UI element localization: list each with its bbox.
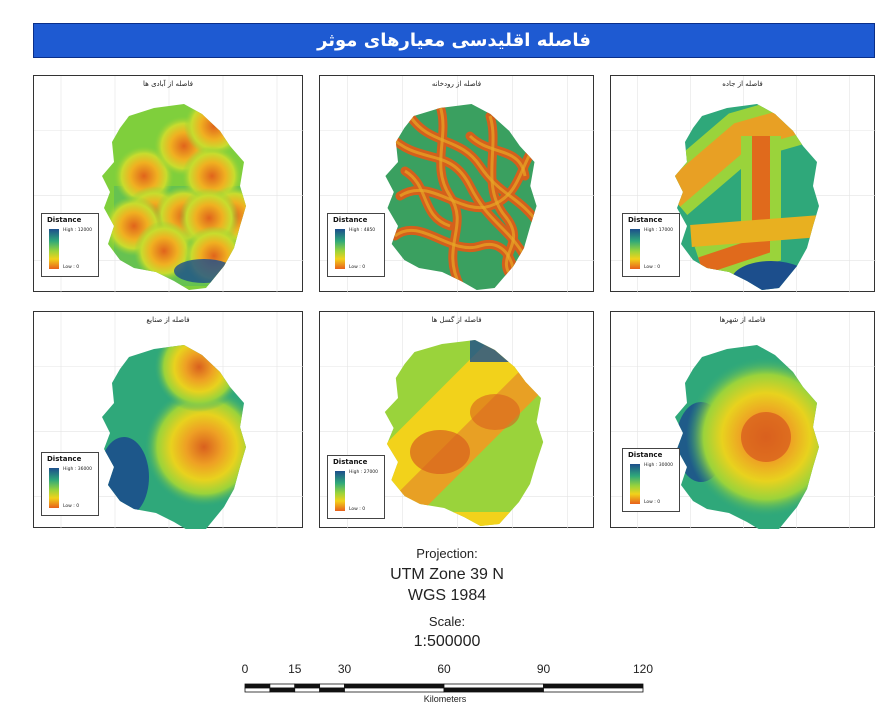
scale-value: 1:500000 bbox=[413, 633, 481, 650]
map-cities bbox=[611, 312, 876, 529]
legend-low: Low : 0 bbox=[63, 265, 80, 270]
map-panel-cities: فاصله از شهرها Distance High : 30000 Low… bbox=[610, 311, 876, 529]
map-title: فاصله اقلیدسی معیارهای موثر bbox=[317, 30, 591, 51]
scale-bar-segment bbox=[344, 683, 445, 689]
legend-low: Low : 0 bbox=[349, 507, 366, 512]
legend-high: High : 36000 bbox=[63, 467, 93, 472]
color-ramp bbox=[630, 229, 640, 269]
map-panel-roads: فاصله از جاده Distance High : 17000 Low … bbox=[610, 75, 876, 293]
scale-bar-segment bbox=[543, 687, 644, 693]
color-ramp bbox=[630, 464, 640, 504]
scale-bar-segment bbox=[443, 683, 544, 689]
scale-bar-segment bbox=[244, 683, 271, 689]
scale-tick-label: 90 bbox=[536, 662, 551, 676]
panel-title: فاصله از گسل ها bbox=[431, 316, 482, 324]
legend-high: High : 12000 bbox=[63, 228, 93, 233]
projection-zone: UTM Zone 39 N bbox=[390, 566, 504, 583]
distance-raster bbox=[385, 104, 537, 290]
legend-low: Low : 0 bbox=[349, 265, 366, 270]
scale-tick-label: 30 bbox=[337, 662, 352, 676]
distance-raster bbox=[102, 345, 246, 529]
legend-high: High : 4850 bbox=[349, 228, 376, 233]
color-ramp bbox=[335, 471, 345, 511]
legend-title: Distance bbox=[47, 455, 82, 463]
projection-datum: WGS 1984 bbox=[407, 587, 487, 604]
scale-bar-segment bbox=[319, 683, 345, 689]
scale-bar-segments bbox=[244, 683, 644, 693]
scale-bar-segment bbox=[543, 683, 644, 689]
map-panel-faults: فاصله از گسل ها Distance High : 27000 Lo… bbox=[319, 311, 595, 529]
scale-tick-label: 120 bbox=[632, 662, 654, 676]
color-ramp bbox=[49, 229, 59, 269]
legend-title: Distance bbox=[47, 216, 82, 224]
scale-bar-graphic bbox=[244, 683, 644, 693]
map-faults bbox=[320, 312, 595, 529]
legend: Distance High : 4850 Low : 0 bbox=[327, 213, 385, 277]
legend: Distance High : 30000 Low : 0 bbox=[622, 448, 680, 512]
panel-title: فاصله از جاده bbox=[722, 80, 763, 88]
legend-title: Distance bbox=[628, 451, 663, 459]
scale-bar: Kilometers 0 15 30 60 90 120 bbox=[240, 662, 660, 704]
legend-title: Distance bbox=[628, 216, 663, 224]
scale-bar-segment bbox=[294, 687, 321, 693]
legend-low: Low : 0 bbox=[644, 265, 661, 270]
legend-high: High : 27000 bbox=[349, 470, 379, 475]
scale-bar-segment bbox=[319, 687, 345, 693]
scale-bar-segment bbox=[294, 683, 321, 689]
legend-low: Low : 0 bbox=[63, 504, 80, 509]
legend: Distance High : 12000 Low : 0 bbox=[41, 213, 99, 277]
map-panel-industry: فاصله از صنایع Distance High : 36000 Low… bbox=[33, 311, 304, 529]
legend: Distance High : 17000 Low : 0 bbox=[622, 213, 680, 277]
scale-bar-segment bbox=[269, 683, 296, 689]
legend-title: Distance bbox=[333, 216, 368, 224]
scale-bar-segment bbox=[344, 687, 445, 693]
panel-title: فاصله از آبادی ها bbox=[143, 80, 193, 88]
scale-bar-segment bbox=[244, 687, 271, 693]
color-ramp bbox=[335, 229, 345, 269]
legend: Distance High : 27000 Low : 0 bbox=[327, 455, 385, 519]
scale-unit: Kilometers bbox=[423, 694, 467, 704]
panel-title: فاصله از صنایع bbox=[146, 316, 190, 324]
scale-tick-label: 0 bbox=[241, 662, 249, 676]
distance-raster bbox=[675, 345, 819, 529]
legend: Distance High : 36000 Low : 0 bbox=[41, 452, 99, 516]
map-panel-rivers: فاصله از رودخانه Distance High : 4850 Lo… bbox=[319, 75, 595, 293]
legend-high: High : 30000 bbox=[644, 463, 674, 468]
legend-low: Low : 0 bbox=[644, 500, 661, 505]
map-rivers bbox=[320, 76, 595, 293]
panel-title: فاصله از رودخانه bbox=[431, 80, 482, 88]
scale-bar-segment bbox=[443, 687, 544, 693]
legend-title: Distance bbox=[333, 458, 368, 466]
title-banner: فاصله اقلیدسی معیارهای موثر bbox=[33, 23, 875, 58]
scale-tick-label: 15 bbox=[288, 662, 302, 676]
color-ramp bbox=[49, 468, 59, 508]
scale-label: Scale: bbox=[428, 614, 466, 629]
map-villages bbox=[34, 76, 304, 293]
scale-tick-label: 60 bbox=[437, 662, 451, 676]
map-panel-villages: فاصله از آبادی ها Distance High : 12000 … bbox=[33, 75, 304, 293]
map-industry bbox=[34, 312, 304, 529]
projection-label: Projection: bbox=[416, 546, 478, 561]
legend-high: High : 17000 bbox=[644, 228, 674, 233]
panel-title: فاصله از شهرها bbox=[719, 316, 766, 324]
scale-bar-segment bbox=[269, 687, 296, 693]
map-roads bbox=[611, 76, 876, 293]
